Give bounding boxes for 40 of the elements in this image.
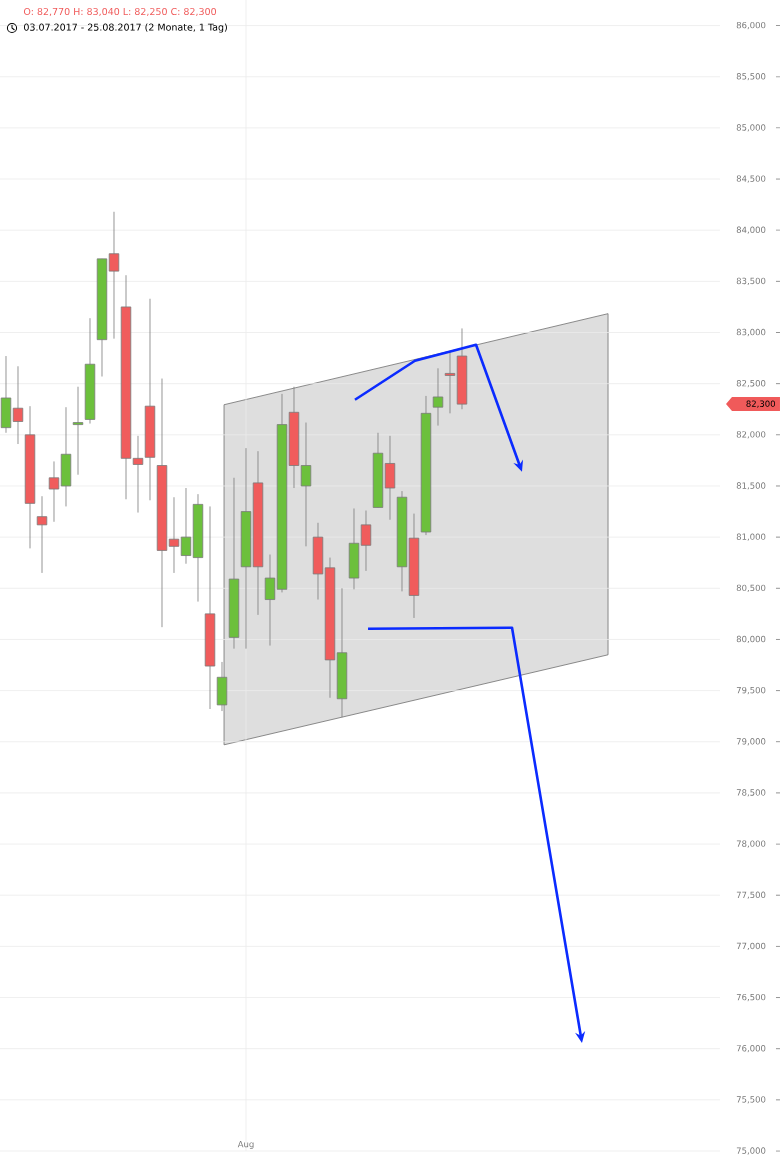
y-tick-label: 78,500 <box>736 789 766 797</box>
text: 82,300 <box>746 400 775 408</box>
y-tick-label: 79,500 <box>736 686 766 695</box>
candlestick <box>444 351 456 414</box>
y-tick-label: 83,000 <box>736 328 766 337</box>
x-tick-label: Aug <box>237 1141 254 1149</box>
y-tick-label: 85,000 <box>736 124 766 132</box>
y-tick-label: 83,500 <box>736 277 766 285</box>
y-tick-label: 82,000 <box>736 431 766 439</box>
candlestick <box>264 554 276 646</box>
candlestick <box>12 365 24 445</box>
y-tick-label: 75,500 <box>736 1096 766 1104</box>
text: 03.07.2017 - 25.08.2017 (2 Monate, 1 Tag) <box>24 23 227 33</box>
candlestick <box>360 510 372 572</box>
y-tick-label: 80,500 <box>736 584 766 592</box>
candlestick <box>36 495 48 574</box>
y-tick-label: 84,000 <box>736 226 766 234</box>
candlestick <box>432 367 444 427</box>
candlestick <box>72 386 84 476</box>
y-tick-label: 78,000 <box>736 840 766 848</box>
candlestick <box>168 496 180 574</box>
y-tick-label: 77,500 <box>736 891 766 899</box>
y-tick-label: 76,000 <box>736 1045 766 1053</box>
text: O: 82,770 H: 83,040 L: 82,250 C: 82,300 <box>23 7 217 17</box>
y-tick-label: 81,000 <box>736 533 766 541</box>
y-tick-label: 85,500 <box>736 73 766 81</box>
y-tick-label: 84,500 <box>736 175 766 183</box>
candlestick <box>132 435 144 513</box>
y-tick-label: 77,000 <box>736 942 766 950</box>
y-tick-label: 81,500 <box>736 482 766 490</box>
candlestick <box>108 211 120 340</box>
candlestick <box>48 461 60 523</box>
y-tick-label: 75,000 <box>736 1147 766 1155</box>
y-tick-label: 79,000 <box>736 738 766 746</box>
y-tick-label: 80,000 <box>736 635 766 644</box>
y-tick-label: 86,000 <box>736 21 766 30</box>
candlestick <box>180 487 192 565</box>
candlestick <box>300 422 312 547</box>
y-tick-label: 82,500 <box>736 380 766 388</box>
y-tick-label: 76,500 <box>736 993 766 1002</box>
